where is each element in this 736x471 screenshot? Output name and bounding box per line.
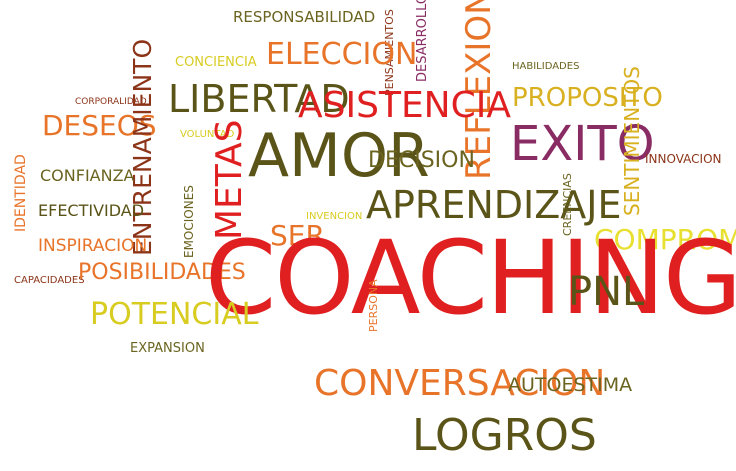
word-responsabilidad: RESPONSABILIDAD [233,8,376,26]
word-corporalidad: CORPORALIDAD [75,97,147,107]
word-expansion: EXPANSION [130,341,205,356]
word-capacidades: CAPACIDADES [14,275,85,286]
word-deseos: DESEOS [42,109,157,142]
word-exito: EXITO [510,116,655,172]
word-logros: LOGROS [412,410,597,461]
word-conciencia: CONCIENCIA [175,55,257,70]
word-entrenamiento: ENTRENAMIENTO [128,38,157,256]
word-compromiso: COMPROMISO [594,223,736,256]
word-efectividad: EFECTIVIDAD [38,201,145,220]
word-libertad: LIBERTAD [168,77,350,121]
word-desarrollo: DESARROLLO [415,0,430,82]
word-sentimientos: SENTIMIENTOS [620,66,644,216]
word-aprendizaje: APRENDIZAJE [366,183,622,227]
word-decision: DECISION [368,148,475,173]
word-invencion: INVENCION [306,211,363,222]
word-identidad: IDENTIDAD [13,154,29,232]
word-pnl: PNL [568,269,645,315]
word-innovacion: INNOVACION [645,152,722,166]
word-conversacion: CONVERSACION [314,363,606,404]
word-inspiracion: INSPIRACION [38,236,148,256]
word-persona: PERSONA [367,279,380,332]
word-emociones: EMOCIONES [182,185,196,258]
word-confianza: CONFIANZA [40,166,135,185]
word-eleccion: ELECCION [266,37,418,72]
word-asistencia: ASISTENCIA [298,85,511,126]
word-habilidades: HABILIDADES [512,61,580,72]
word-voluntad: VOLUNTAD [180,129,235,140]
word-proposito: PROPOSITO [512,83,663,113]
word-potencial: POTENCIAL [90,297,259,332]
word-autoestima: AUTOESTIMA [508,374,633,396]
word-posibilidades: POSIBILIDADES [78,260,246,285]
word-coaching: COACHING [205,219,736,338]
word-amor: AMOR [248,121,430,191]
word-ser: SER [270,219,325,252]
